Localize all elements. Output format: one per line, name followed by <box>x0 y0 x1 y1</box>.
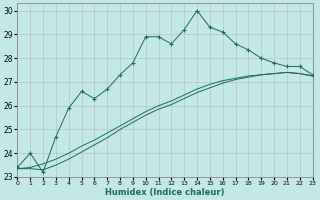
X-axis label: Humidex (Indice chaleur): Humidex (Indice chaleur) <box>105 188 225 197</box>
